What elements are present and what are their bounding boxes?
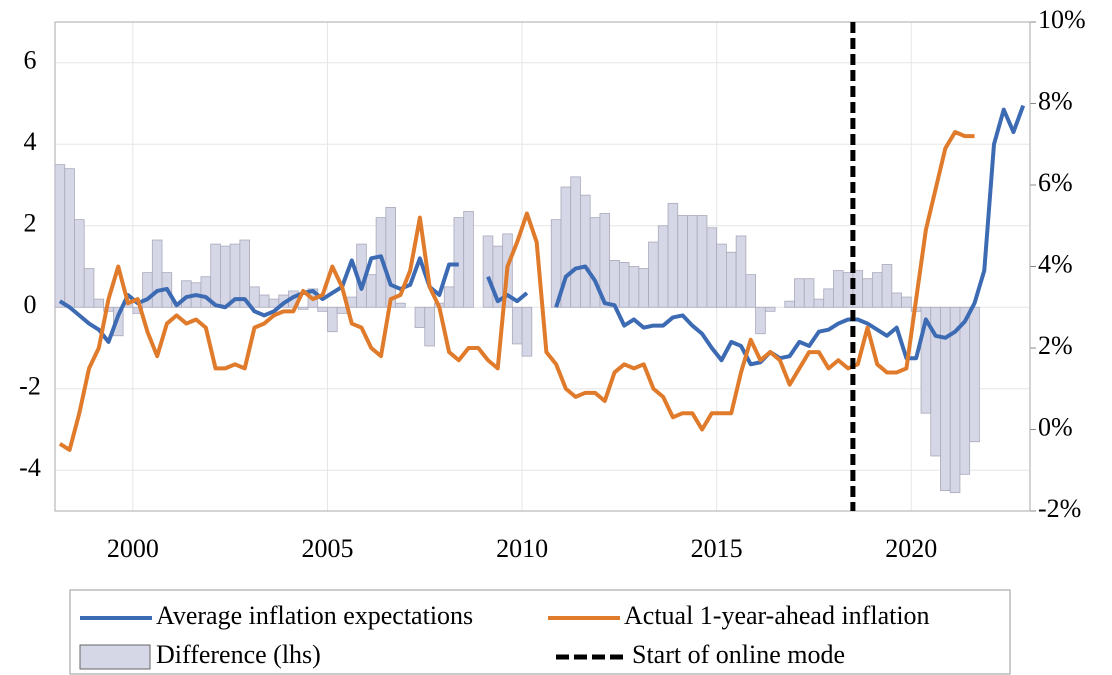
bar	[726, 251, 737, 308]
bar	[239, 239, 251, 308]
legend-label: Start of online mode	[632, 640, 845, 669]
legend-swatch	[79, 644, 151, 670]
x-tick-label: 2020	[885, 534, 937, 563]
bar	[969, 306, 980, 443]
legend-box	[69, 589, 1011, 675]
bar	[220, 245, 231, 308]
bar	[716, 243, 727, 308]
bar	[365, 274, 377, 308]
bar	[871, 272, 883, 308]
bar	[336, 306, 348, 314]
bar	[83, 268, 95, 308]
bar	[735, 235, 747, 308]
bar	[755, 306, 766, 335]
bar	[813, 298, 825, 308]
x-tick-label: 2015	[691, 534, 743, 563]
bar	[706, 227, 718, 308]
bar	[258, 294, 270, 308]
bar	[881, 264, 893, 308]
bar	[297, 306, 309, 310]
legend-label: Difference (lhs)	[156, 640, 321, 669]
bar	[687, 215, 698, 308]
bar	[794, 278, 805, 308]
bar	[414, 306, 426, 329]
x-tick-label: 2010	[496, 534, 548, 563]
y-tick-label: 4	[24, 127, 37, 156]
bar	[764, 306, 776, 312]
y2-tick-label: -2%	[1038, 494, 1081, 523]
bar	[395, 302, 406, 308]
bar	[181, 280, 192, 308]
bar	[696, 215, 708, 308]
bar	[959, 306, 971, 475]
bar	[667, 202, 679, 308]
bar	[317, 306, 328, 312]
bar	[210, 243, 221, 308]
bar	[891, 292, 902, 308]
bar	[648, 241, 659, 308]
bar	[803, 278, 815, 308]
line	[58, 130, 975, 452]
bar	[463, 211, 474, 308]
y2-tick-label: 0%	[1038, 412, 1073, 441]
bar	[580, 194, 591, 308]
y-tick-label: 0	[24, 290, 37, 319]
bar	[745, 274, 756, 308]
bar	[784, 300, 795, 308]
y2-tick-label: 6%	[1038, 168, 1073, 197]
bar	[628, 266, 640, 308]
bar	[424, 306, 435, 347]
bar	[521, 306, 533, 357]
bar	[901, 296, 912, 308]
bar	[151, 239, 163, 308]
x-tick-label: 2000	[107, 534, 159, 563]
bar	[657, 225, 669, 308]
line	[486, 275, 529, 304]
y2-tick-label: 4%	[1038, 249, 1073, 278]
bar	[862, 278, 873, 308]
bar	[618, 262, 630, 308]
bar	[589, 217, 601, 308]
bar	[54, 164, 66, 308]
legend-label: Average inflation expectations	[156, 601, 473, 630]
y2-tick-label: 8%	[1038, 86, 1073, 115]
bar	[112, 306, 124, 337]
y-tick-label: 2	[24, 209, 37, 238]
x-tick-label: 2005	[301, 534, 353, 563]
bar	[638, 268, 649, 308]
bar	[74, 219, 85, 308]
bar	[453, 217, 465, 308]
bar	[609, 259, 620, 308]
bar	[833, 270, 844, 308]
bar	[511, 306, 523, 345]
y-tick-label: -2	[19, 372, 41, 401]
bar	[200, 276, 212, 308]
line	[554, 104, 1026, 367]
bar	[64, 168, 75, 308]
bar	[93, 298, 105, 308]
bar	[677, 215, 688, 308]
bar	[443, 286, 455, 308]
y-tick-label: 6	[24, 46, 37, 75]
bar	[327, 306, 338, 333]
bar	[570, 176, 581, 308]
bar	[482, 235, 494, 308]
bar	[823, 288, 834, 308]
y2-tick-label: 10%	[1038, 5, 1086, 34]
y-tick-label: -4	[19, 453, 41, 482]
bar	[385, 207, 396, 308]
y2-tick-label: 2%	[1038, 331, 1073, 360]
legend-label: Actual 1-year-ahead inflation	[624, 601, 930, 630]
